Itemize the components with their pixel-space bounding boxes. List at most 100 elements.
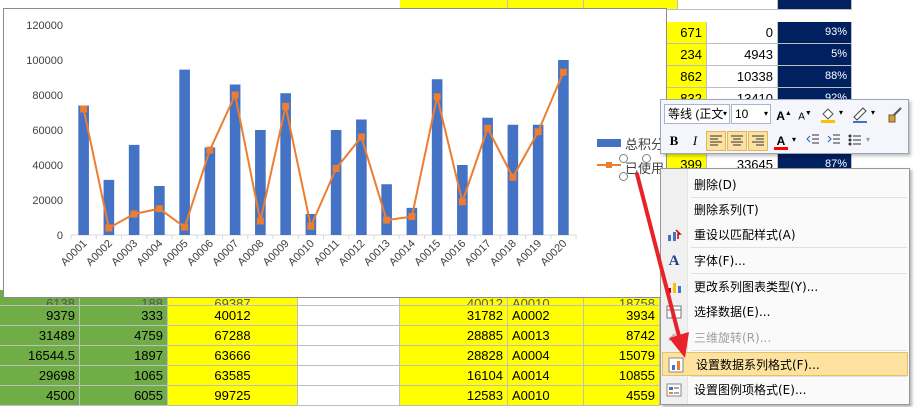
font-name-combo[interactable]: 等线 (正文 ▾ bbox=[664, 104, 730, 124]
shrink-font-icon[interactable]: A▼ bbox=[798, 110, 812, 123]
menu-item-format-data-series[interactable]: 设置数据系列格式(F)... bbox=[662, 352, 908, 376]
table-cell[interactable]: 10338 bbox=[707, 66, 778, 88]
point-used-A0011[interactable] bbox=[332, 165, 340, 172]
point-used-A0010[interactable] bbox=[307, 222, 315, 230]
align-right-icon[interactable] bbox=[748, 131, 768, 151]
table-cell[interactable]: 88% bbox=[778, 66, 852, 88]
table-cell[interactable]: 234 bbox=[667, 44, 707, 66]
point-used-A0012[interactable] bbox=[357, 133, 365, 141]
header-cell[interactable] bbox=[778, 0, 852, 10]
table-cell[interactable]: 40012 bbox=[168, 306, 298, 326]
bar-total-A0007[interactable] bbox=[229, 84, 241, 236]
bar-total-A0005[interactable] bbox=[179, 69, 190, 235]
table-cell[interactable]: 29698 bbox=[0, 366, 80, 386]
table-cell[interactable]: 862 bbox=[667, 66, 707, 88]
table-cell[interactable]: A0002 bbox=[508, 306, 584, 326]
table-cell[interactable]: 671 bbox=[667, 22, 707, 44]
selection-handle[interactable] bbox=[642, 154, 651, 163]
table-cell[interactable] bbox=[298, 346, 400, 366]
point-used-A0005[interactable] bbox=[181, 223, 189, 231]
menu-item-delete-series[interactable]: 删除系列(T) bbox=[661, 198, 909, 222]
chevron-down-icon[interactable]: ▾ bbox=[792, 135, 797, 144]
table-cell[interactable]: A0014 bbox=[508, 366, 584, 386]
fill-color-icon[interactable] bbox=[818, 104, 838, 124]
point-used-A0003[interactable] bbox=[130, 210, 138, 218]
point-used-A0015[interactable] bbox=[433, 93, 441, 101]
decrease-indent-icon[interactable] bbox=[803, 131, 823, 151]
table-cell[interactable]: 6055 bbox=[80, 386, 168, 406]
table-cell[interactable]: 31489 bbox=[0, 326, 80, 346]
legend-item-used[interactable]: 已使用 bbox=[625, 161, 665, 176]
legend-item-total[interactable]: 总积分 bbox=[625, 137, 665, 152]
bar-total-A0020[interactable] bbox=[558, 60, 569, 235]
selection-handle[interactable] bbox=[619, 154, 628, 163]
table-cell[interactable]: 3934 bbox=[584, 306, 660, 326]
point-used-A0019[interactable] bbox=[534, 128, 542, 136]
table-cell[interactable]: 1065 bbox=[80, 366, 168, 386]
bar-total-A0009[interactable] bbox=[280, 93, 291, 235]
point-used-A0013[interactable] bbox=[383, 216, 391, 224]
point-used-A0009[interactable] bbox=[282, 102, 290, 110]
bar-total-A0003[interactable] bbox=[128, 144, 140, 235]
combo-chart[interactable]: 020000400006000080000100000120000A0001A0… bbox=[4, 9, 668, 299]
bar-total-A0017[interactable] bbox=[482, 117, 493, 235]
bar-total-A0006[interactable] bbox=[204, 147, 216, 236]
table-cell[interactable] bbox=[298, 326, 400, 346]
bar-total-A0019[interactable] bbox=[532, 124, 544, 235]
table-cell[interactable]: 63666 bbox=[168, 346, 298, 366]
point-used-A0020[interactable] bbox=[559, 68, 567, 76]
bar-total-A0014[interactable] bbox=[406, 207, 418, 235]
table-cell[interactable]: A0013 bbox=[508, 326, 584, 346]
font-color-icon[interactable]: A bbox=[771, 131, 791, 151]
point-used-A0018[interactable] bbox=[509, 173, 517, 181]
header-cell[interactable] bbox=[678, 0, 778, 10]
bullets-icon[interactable] bbox=[845, 131, 865, 151]
point-used-A0007[interactable] bbox=[231, 91, 239, 99]
chevron-down-icon[interactable]: ▾ bbox=[866, 135, 871, 144]
table-cell[interactable]: 28828 bbox=[400, 346, 508, 366]
chart-area[interactable]: 0 20000 40000 60000 80000 100000 120000 A0001 A0… bbox=[3, 8, 667, 298]
format-painter-icon[interactable] bbox=[885, 104, 905, 124]
menu-item-3d-rotation[interactable]: 三维旋转(R)... bbox=[661, 326, 909, 350]
bar-total-A0001[interactable] bbox=[78, 105, 89, 236]
menu-item-change-chart-type[interactable]: 更改系列图表类型(Y)... bbox=[661, 275, 909, 299]
align-center-icon[interactable] bbox=[727, 131, 747, 151]
point-used-A0001[interactable] bbox=[80, 105, 88, 113]
menu-item-select-data[interactable]: 选择数据(E)... bbox=[661, 300, 909, 324]
point-used-A0002[interactable] bbox=[105, 224, 113, 232]
selection-handle[interactable] bbox=[619, 172, 628, 181]
bar-total-A0008[interactable] bbox=[255, 130, 266, 235]
table-cell[interactable] bbox=[298, 366, 400, 386]
bar-total-A0015[interactable] bbox=[431, 79, 443, 235]
table-cell[interactable]: 16104 bbox=[400, 366, 508, 386]
table-cell[interactable]: 9379 bbox=[0, 306, 80, 326]
grow-font-icon[interactable]: A▲ bbox=[776, 109, 792, 123]
font-size-combo[interactable]: 10 ▾ bbox=[731, 104, 771, 124]
bar-total-A0013[interactable] bbox=[381, 184, 392, 235]
table-cell[interactable]: 10855 bbox=[584, 366, 660, 386]
table-cell[interactable]: 67288 bbox=[168, 326, 298, 346]
chevron-down-icon[interactable]: ▾ bbox=[722, 109, 727, 118]
table-cell[interactable]: 12583 bbox=[400, 386, 508, 406]
increase-indent-icon[interactable] bbox=[824, 131, 844, 151]
point-used-A0016[interactable] bbox=[458, 198, 466, 206]
table-cell[interactable]: 31782 bbox=[400, 306, 508, 326]
bar-total-A0012[interactable] bbox=[356, 119, 367, 236]
bold-button[interactable]: B bbox=[669, 133, 679, 148]
menu-item-reset-style[interactable]: 重设以匹配样式(A) bbox=[661, 223, 909, 247]
bar-total-A0011[interactable] bbox=[330, 130, 342, 235]
table-cell[interactable]: 8742 bbox=[584, 326, 660, 346]
table-cell[interactable] bbox=[298, 386, 400, 406]
italic-button[interactable]: I bbox=[692, 133, 698, 148]
table-cell[interactable]: 4759 bbox=[80, 326, 168, 346]
table-cell[interactable]: 333 bbox=[80, 306, 168, 326]
outline-color-icon[interactable] bbox=[850, 104, 870, 124]
menu-item-font[interactable]: A 字体(F)... bbox=[668, 253, 746, 269]
table-cell[interactable]: 16544.5 bbox=[0, 346, 80, 366]
table-cell[interactable]: 0 bbox=[707, 22, 778, 44]
menu-item-delete[interactable]: 删除(D) bbox=[661, 173, 909, 197]
table-cell[interactable]: 99725 bbox=[168, 386, 298, 406]
chevron-down-icon[interactable]: ▾ bbox=[839, 108, 844, 117]
table-cell[interactable]: 4943 bbox=[707, 44, 778, 66]
table-cell[interactable]: 1897 bbox=[80, 346, 168, 366]
